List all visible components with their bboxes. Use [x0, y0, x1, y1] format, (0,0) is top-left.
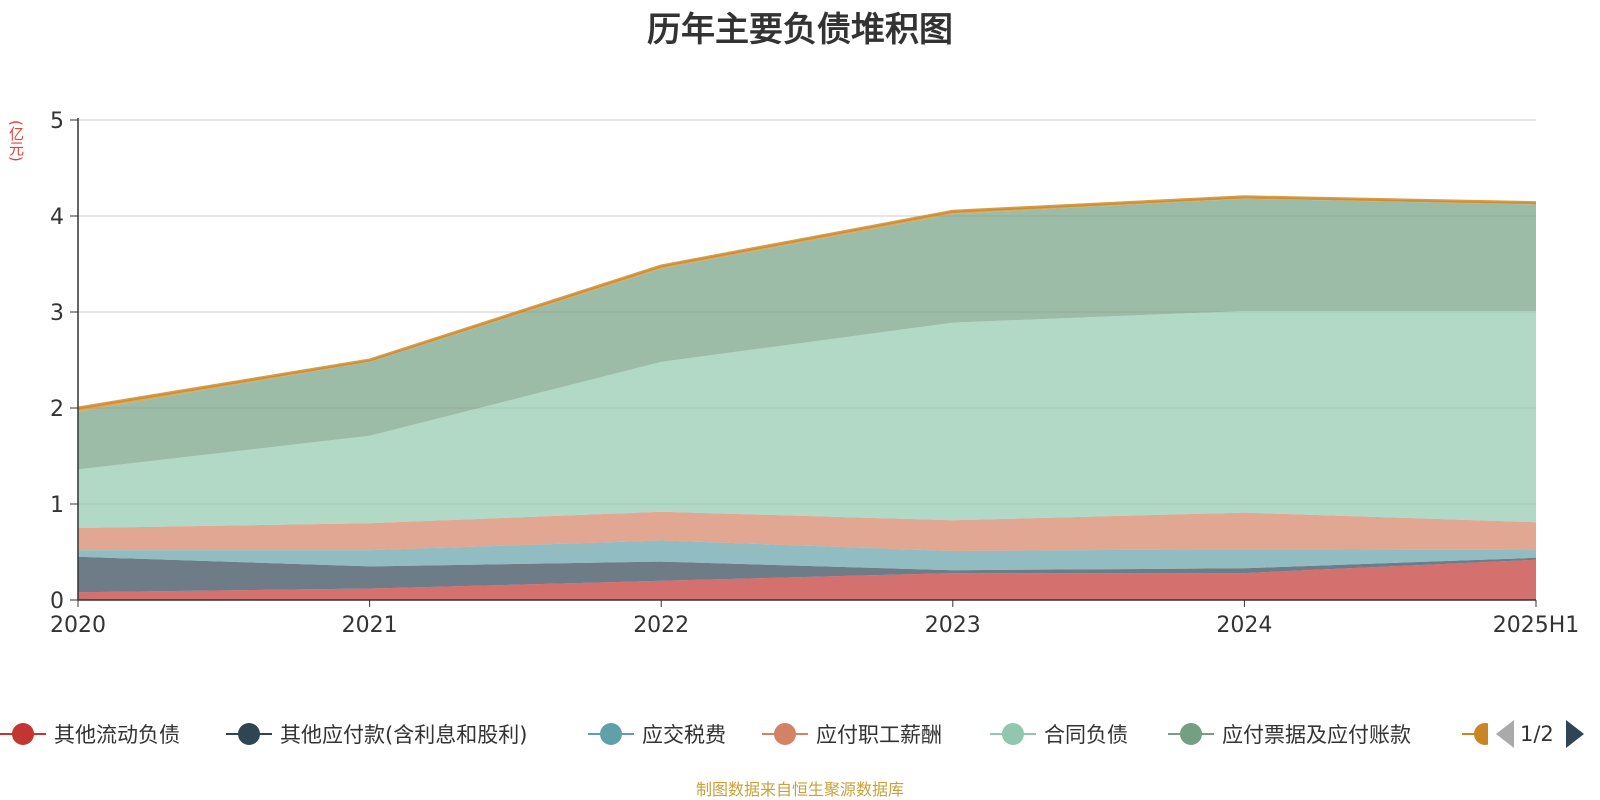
- series-area-4: [78, 311, 1536, 528]
- legend-item[interactable]: 其他应付款(含利息和股利): [226, 716, 527, 752]
- x-tick-label: 2023: [925, 613, 981, 638]
- legend-label: 其他流动负债: [54, 723, 180, 747]
- legend-item[interactable]: 应付职工薪酬: [762, 716, 942, 752]
- x-tick-label: 2021: [342, 613, 398, 638]
- x-tick-label: 2024: [1216, 613, 1272, 638]
- y-tick-label: 0: [50, 589, 64, 614]
- legend-marker-icon: [762, 720, 808, 748]
- stacked-area-chart: 0 1 2 3 4 5 2020 2021 2022 2023 2024 2025H1: [50, 109, 1580, 638]
- series-area-5: [78, 198, 1536, 470]
- y-axis-unit: (亿元): [7, 120, 25, 162]
- y-tick-label: 5: [50, 109, 64, 134]
- legend-marker-icon: [588, 720, 634, 748]
- legend-marker-icon: [1462, 720, 1488, 748]
- legend-item[interactable]: 合同负债: [990, 716, 1128, 752]
- x-tick-label: 2020: [50, 613, 106, 638]
- legend-item[interactable]: 应交税费: [588, 716, 726, 752]
- legend-item[interactable]: 应付票据及应付账款: [1168, 716, 1411, 752]
- y-tick-label: 1: [50, 493, 64, 518]
- legend-label: 其他应付款(含利息和股利): [280, 723, 528, 747]
- legend-marker-icon: [0, 720, 46, 748]
- legend-item[interactable]: 其他流动负债: [0, 716, 180, 752]
- y-tick-label: 3: [50, 301, 64, 326]
- legend-label: 应付职工薪酬: [816, 723, 942, 747]
- series-area-1: [78, 556, 1536, 593]
- legend-label: 应付票据及应付账款: [1222, 723, 1411, 747]
- chart-legend: 其他流动负债 其他应付款(含利息和股利) 应交税费 应付职工薪酬 合同负债 应付票据及应付…: [0, 716, 1600, 752]
- legend-page-indicator: 1/2: [1520, 722, 1554, 746]
- chart-title: 历年主要负债堆积图: [647, 10, 953, 50]
- series-area-3: [78, 511, 1536, 551]
- y-tick-label: 2: [50, 397, 64, 422]
- legend-marker-icon: [226, 720, 272, 748]
- legend-marker-icon: [1168, 720, 1214, 748]
- legend-prev-page-icon[interactable]: [1496, 720, 1514, 748]
- data-source-note: 制图数据来自恒生聚源数据库: [695, 780, 904, 799]
- x-tick-label: 2022: [633, 613, 689, 638]
- series-line-6: [77, 195, 1537, 410]
- legend-item[interactable]: [1462, 716, 1488, 752]
- series-area-2: [78, 540, 1536, 571]
- legend-pager: 1/2: [1496, 716, 1584, 752]
- y-tick-label: 4: [50, 205, 64, 230]
- x-tick-label: 2025H1: [1493, 613, 1580, 638]
- series-area-0: [78, 559, 1536, 600]
- legend-next-page-icon[interactable]: [1565, 720, 1584, 748]
- legend-label: 合同负债: [1044, 723, 1128, 747]
- legend-marker-icon: [990, 720, 1036, 748]
- legend-label: 应交税费: [642, 723, 726, 747]
